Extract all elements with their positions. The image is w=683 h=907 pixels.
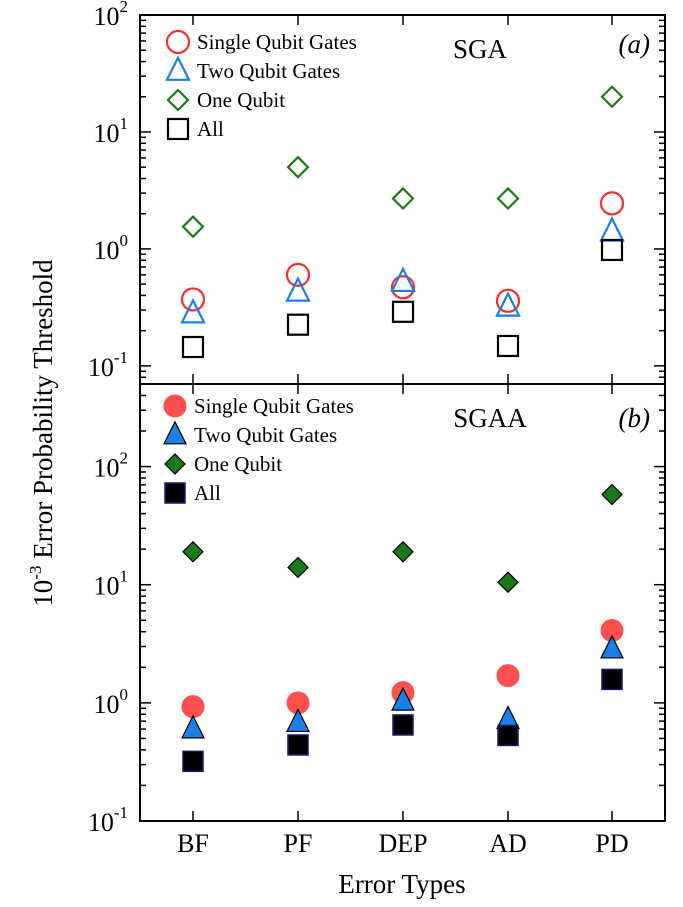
data-point-diamond-pd xyxy=(600,85,624,109)
x-tick-label-pf: PF xyxy=(284,829,313,858)
data-point-triangle-dep xyxy=(391,686,415,711)
legend-marker-diamond xyxy=(164,453,186,475)
legend-label: Single Qubit Gates xyxy=(197,30,357,54)
legend-marker-circle xyxy=(163,394,187,418)
legend-marker-triangle xyxy=(163,420,187,445)
x-tick-label-pd: PD xyxy=(595,829,628,858)
data-point-triangle-pd xyxy=(600,634,624,659)
legend-label: One Qubit xyxy=(194,452,282,476)
y-tick-label: 10-1 xyxy=(88,348,128,382)
y-tick-label: 10-1 xyxy=(88,803,128,837)
data-point-square-ad xyxy=(497,724,519,747)
legend-label: One Qubit xyxy=(197,88,285,112)
legend-marker-circle xyxy=(165,29,191,55)
legend-marker-square xyxy=(164,482,186,504)
panel-label: (a) xyxy=(619,29,650,59)
data-point-square-pf xyxy=(286,313,310,336)
data-point-square-ad xyxy=(496,334,520,358)
legend-marker-square xyxy=(166,117,190,141)
legend-marker-diamond xyxy=(166,88,190,112)
x-axis-label: Error Types xyxy=(338,869,465,899)
x-tick-label-ad: AD xyxy=(489,829,527,858)
y-axis-label-text: Error Probability Threshold xyxy=(28,259,58,566)
y-axis-label-exponent: -3 xyxy=(26,566,45,580)
x-tick-label-dep: DEP xyxy=(378,829,427,858)
data-point-diamond-ad xyxy=(496,186,520,211)
data-point-square-bf xyxy=(181,335,205,359)
data-point-diamond-dep xyxy=(392,540,414,563)
panel-b: 102 101 100 10-1 BF PF DEP AD PD SGAA (b) Single Qu… xyxy=(88,383,665,858)
data-point-circle-pf xyxy=(285,262,311,287)
data-point-diamond-bf xyxy=(181,215,205,239)
data-point-diamond-pf xyxy=(287,556,309,579)
data-point-triangle-ad xyxy=(495,291,521,317)
y-axis-label-base: 10 xyxy=(28,580,58,607)
legend-label: Single Qubit Gates xyxy=(194,394,354,418)
legend-label: Two Qubit Gates xyxy=(197,59,340,83)
data-point-diamond-ad xyxy=(497,571,519,594)
data-point-diamond-pd xyxy=(601,483,623,506)
y-tick-label: 100 xyxy=(94,231,129,265)
data-point-triangle-pd xyxy=(599,216,625,242)
legend-label: All xyxy=(197,117,224,141)
legend-label: All xyxy=(194,481,221,505)
y-tick-label: 101 xyxy=(94,114,129,148)
panel-title: SGAA xyxy=(453,403,527,433)
data-point-square-pd xyxy=(601,668,623,691)
panel-b-frame xyxy=(139,383,666,822)
legend-label: Two Qubit Gates xyxy=(194,423,337,447)
data-point-circle-ad xyxy=(496,664,520,688)
data-point-circle-bf xyxy=(180,287,206,312)
data-point-diamond-pf xyxy=(286,155,310,179)
data-point-triangle-dep xyxy=(390,266,416,293)
data-point-circle-pd xyxy=(599,191,625,216)
x-tick-label-bf: BF xyxy=(177,829,209,858)
data-point-circle-ad xyxy=(495,288,521,313)
data-point-square-dep xyxy=(391,300,415,323)
y-tick-label: 102 xyxy=(94,0,129,31)
y-tick-label: 101 xyxy=(94,567,129,601)
data-point-circle-dep xyxy=(390,275,416,300)
data-point-triangle-bf xyxy=(180,297,206,324)
data-point-square-pf xyxy=(287,734,309,756)
data-point-diamond-dep xyxy=(391,186,415,211)
panel-label: (b) xyxy=(619,403,650,433)
data-point-triangle-bf xyxy=(181,714,205,739)
data-point-diamond-bf xyxy=(182,540,204,563)
data-point-triangle-pf xyxy=(285,276,311,302)
data-point-square-pd xyxy=(600,238,624,262)
legend-marker-triangle xyxy=(165,55,191,81)
data-point-circle-bf xyxy=(181,695,205,719)
data-point-square-dep xyxy=(392,714,414,736)
panel-a: 102 101 100 10-1 SGA (a) Single Qubit Gates Two… xyxy=(88,0,665,385)
data-point-square-bf xyxy=(182,750,204,773)
y-tick-label: 100 xyxy=(94,685,129,719)
y-tick-label: 102 xyxy=(94,449,129,483)
y-axis-label: 10-3 Error Probability Threshold xyxy=(26,259,58,607)
panel-title: SGA xyxy=(453,34,508,64)
data-point-triangle-pf xyxy=(286,708,310,733)
